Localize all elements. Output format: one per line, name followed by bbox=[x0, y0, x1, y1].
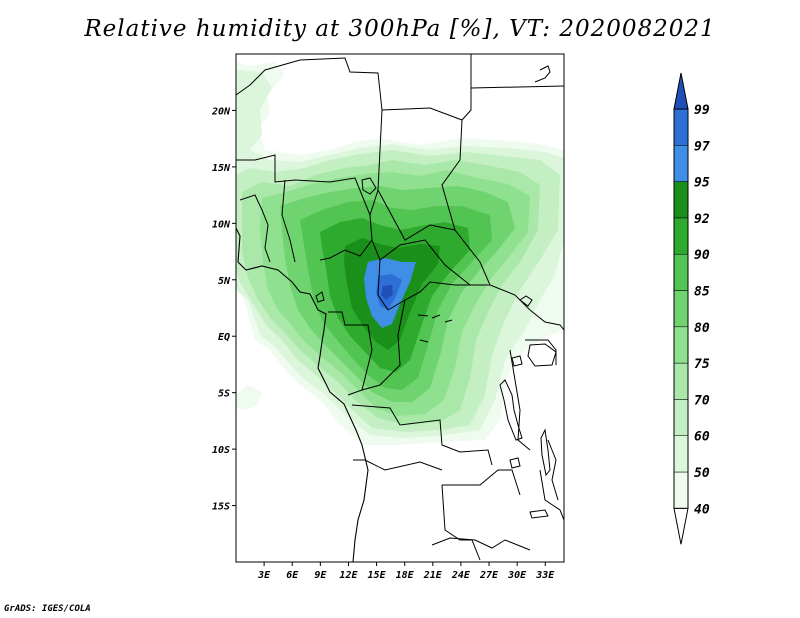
map-title: Relative humidity at 300hPa [%], VT: 202… bbox=[84, 16, 716, 42]
y-tick-label: 5S bbox=[218, 389, 230, 400]
x-tick-label: 24E bbox=[451, 570, 471, 581]
border-line bbox=[442, 469, 521, 496]
colorbar-segment bbox=[673, 435, 689, 473]
lake-chad bbox=[361, 177, 377, 195]
lake-tanganyika bbox=[499, 379, 523, 441]
coastline bbox=[236, 227, 369, 562]
x-tick-label: 15E bbox=[368, 570, 387, 581]
border-line bbox=[351, 404, 493, 466]
y-tick-label: 10S bbox=[212, 445, 230, 456]
colorbar-segment bbox=[673, 181, 689, 219]
colorbar-label: 97 bbox=[694, 139, 710, 154]
x-tick-label: 33E bbox=[535, 570, 555, 581]
grads-credit: GrADS: IGES/COLA bbox=[4, 604, 91, 614]
colorbar-segment bbox=[673, 145, 689, 182]
x-tick-label: 21E bbox=[423, 570, 443, 581]
colorbar-high-arrow bbox=[673, 72, 689, 110]
colorbar: 40 50 60 70 75 80 85 90 92 95 97 99 bbox=[673, 72, 710, 545]
colorbar-label: 90 bbox=[694, 248, 710, 263]
border-line bbox=[377, 189, 456, 241]
colorbar-segment bbox=[673, 108, 689, 146]
colorbar-segment bbox=[673, 399, 689, 436]
lake-small bbox=[511, 355, 523, 367]
y-tick-label: 20N bbox=[211, 106, 231, 117]
x-tick-label: 6E bbox=[286, 570, 299, 581]
colorbar-segment bbox=[673, 471, 689, 509]
river-segment bbox=[417, 314, 453, 343]
x-tick-label: 12E bbox=[339, 570, 358, 581]
humidity-field bbox=[236, 62, 564, 445]
contour-99 bbox=[381, 285, 393, 300]
lake-malawi bbox=[540, 428, 551, 477]
colorbar-label: 92 bbox=[694, 212, 710, 227]
island-bioko bbox=[315, 291, 325, 303]
colorbar-outline bbox=[673, 108, 689, 509]
colorbar-segment bbox=[673, 290, 689, 328]
border-line bbox=[281, 179, 296, 263]
y-tick-label: 5N bbox=[218, 276, 231, 287]
x-tick-label: 18E bbox=[396, 570, 415, 581]
border-line bbox=[539, 469, 564, 521]
border-line bbox=[361, 299, 406, 391]
lake-victoria bbox=[527, 343, 557, 367]
colorbar-segment bbox=[673, 217, 689, 255]
axis-labels: 3E 6E 9E 12E 15E 18E 21E 24E 27E 30E 33E 20N 15N 10N 5… bbox=[211, 106, 555, 581]
colorbar-segment bbox=[673, 326, 689, 364]
colorbar-label: 85 bbox=[694, 285, 710, 300]
border-line bbox=[319, 239, 373, 261]
border-line bbox=[509, 349, 531, 451]
colorbar-label: 50 bbox=[694, 466, 710, 481]
border-line bbox=[381, 107, 463, 121]
lake-small bbox=[509, 457, 521, 469]
border-line bbox=[525, 339, 557, 365]
colorbar-label: 95 bbox=[694, 176, 710, 191]
x-tick-label: 9E bbox=[314, 570, 327, 581]
border-line bbox=[441, 54, 531, 311]
colorbar-label: 70 bbox=[694, 393, 710, 408]
border-line bbox=[470, 85, 564, 89]
country-borders bbox=[236, 54, 564, 562]
y-tick-label: 15S bbox=[212, 502, 230, 513]
border-line bbox=[441, 484, 481, 561]
border-line bbox=[534, 65, 551, 83]
border-line bbox=[529, 309, 564, 331]
contour-40 bbox=[236, 385, 262, 410]
lake-small bbox=[529, 509, 549, 519]
x-tick-label: 27E bbox=[479, 570, 499, 581]
y-tick-label: 15N bbox=[212, 163, 231, 174]
border-line bbox=[387, 281, 490, 311]
colorbar-label: 60 bbox=[694, 430, 710, 445]
x-tick-label: 30E bbox=[507, 570, 527, 581]
border-line bbox=[431, 537, 531, 551]
border-line bbox=[547, 439, 559, 501]
y-tick-label: EQ bbox=[218, 332, 230, 343]
colorbar-segment bbox=[673, 362, 689, 400]
border-line bbox=[353, 459, 443, 471]
colorbar-low-arrow bbox=[673, 507, 689, 545]
map-frame bbox=[235, 53, 565, 563]
lake-small bbox=[519, 295, 533, 307]
colorbar-label: 80 bbox=[694, 321, 710, 336]
colorbar-segment bbox=[673, 253, 689, 291]
y-tick-label: 10N bbox=[212, 219, 231, 230]
colorbar-label: 99 bbox=[694, 103, 710, 118]
axis-ticks bbox=[232, 109, 546, 566]
x-tick-label: 3E bbox=[257, 570, 271, 581]
colorbar-label: 75 bbox=[694, 357, 710, 372]
border-line bbox=[239, 194, 271, 263]
colorbar-label: 40 bbox=[694, 502, 710, 517]
